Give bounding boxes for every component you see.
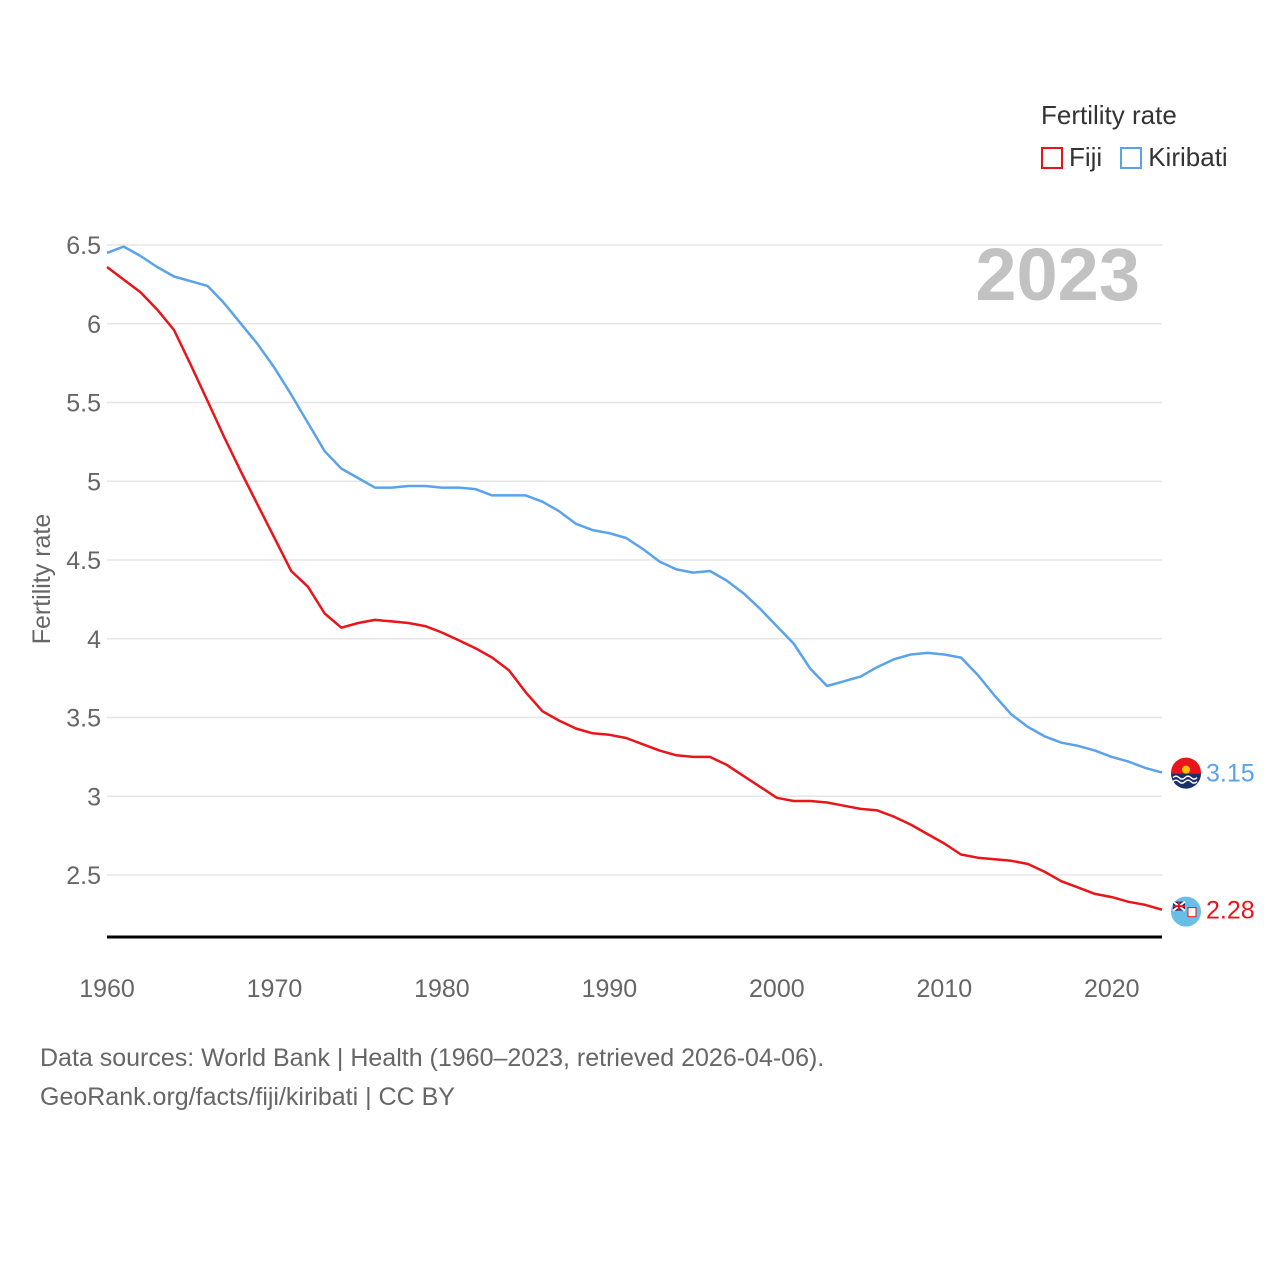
legend-title: Fertility rate: [1041, 100, 1177, 130]
y-tick-label: 6: [87, 311, 101, 339]
series-endpoints: 2.28 3.15: [1171, 757, 1255, 927]
legend-swatch-fiji: [1041, 146, 1063, 169]
chart-title-year: 2023: [975, 233, 1140, 316]
legend-item-kiribati[interactable]: Kiribati: [1120, 142, 1228, 173]
series-lines: [106, 245, 1163, 911]
legend-label-fiji: Fiji: [1069, 142, 1103, 172]
y-axis-label: Fertility rate: [28, 514, 56, 645]
y-tick-label: 6.5: [66, 232, 101, 260]
series-line-fiji[interactable]: [106, 266, 1163, 911]
end-value-label-kiribati: 3.15: [1206, 760, 1255, 788]
x-tick-label: 1980: [414, 975, 470, 1003]
flag-icon-kiribati: [1171, 757, 1201, 789]
x-tick-label: 2010: [916, 975, 972, 1003]
flag-icon-fiji: [1171, 896, 1201, 927]
legend-label-kiribati: Kiribati: [1148, 142, 1228, 172]
y-tick-label: 3: [87, 783, 101, 811]
x-tick-label: 1960: [79, 975, 135, 1003]
y-tick-label: 4.5: [66, 547, 101, 575]
gridlines: [107, 244, 1162, 876]
legend-item-fiji[interactable]: Fiji: [1041, 142, 1102, 173]
y-tick-label: 4: [87, 626, 101, 654]
y-axis-ticks: 2.5 3 3.5 4 4.5 5 5.5 6 6.5: [66, 232, 101, 890]
x-tick-label: 2000: [749, 975, 805, 1003]
y-tick-label: 5: [87, 468, 101, 496]
legend: Fiji Kiribati: [1041, 142, 1246, 173]
legend-swatch-kiribati: [1120, 146, 1143, 169]
x-tick-label: 2020: [1084, 975, 1140, 1003]
footer-sources: Data sources: World Bank | Health (1960–…: [40, 1044, 825, 1072]
x-tick-label: 1990: [582, 975, 638, 1003]
footer-attribution: GeoRank.org/facts/fiji/kiribati | CC BY: [40, 1083, 455, 1111]
y-tick-label: 5.5: [66, 390, 101, 418]
series-line-kiribati[interactable]: [106, 245, 1163, 774]
end-value-label-fiji: 2.28: [1206, 897, 1255, 925]
x-axis-ticks: 1960 1970 1980 1990 2000 2010 2020: [79, 975, 1139, 1003]
y-tick-label: 3.5: [66, 705, 101, 733]
x-tick-label: 1970: [247, 975, 303, 1003]
y-tick-label: 2.5: [66, 862, 101, 890]
